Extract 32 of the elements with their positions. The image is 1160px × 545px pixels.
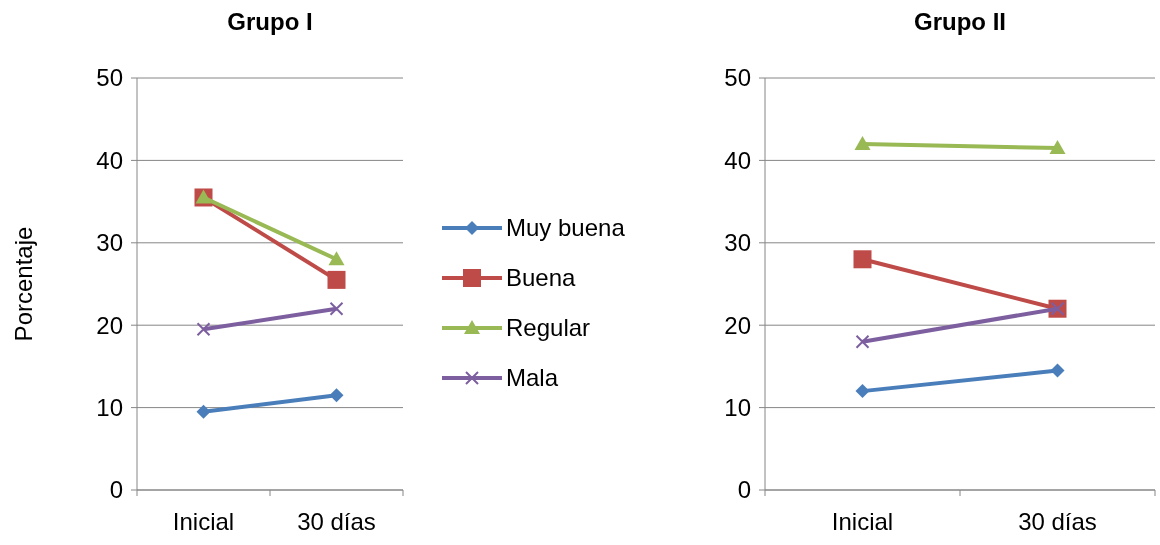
point [327, 270, 346, 289]
y-tick-label: 50 [96, 64, 123, 92]
y-tick-label: 30 [724, 229, 751, 257]
point [853, 250, 872, 269]
y-tick-label: 40 [96, 146, 123, 174]
legend-label: Regular [506, 314, 591, 342]
x-tick-label: 30 días [1018, 508, 1097, 535]
legend-label: Mala [506, 364, 559, 392]
y-tick-label: 20 [96, 311, 123, 339]
y-tick-label: 30 [96, 229, 123, 257]
legend-label: Muy buena [506, 214, 626, 242]
y-tick-label: 10 [96, 394, 123, 421]
point [196, 404, 211, 419]
y-axis-title: Porcentaje [10, 226, 37, 342]
y-tick-label: 50 [724, 64, 751, 92]
chart-title: Grupo II [914, 8, 1006, 35]
legend-label: Buena [506, 264, 577, 292]
y-tick-label: 40 [724, 146, 751, 174]
chart-title: Grupo I [227, 8, 313, 35]
x-tick-label: Inicial [172, 508, 235, 535]
x-tick-label: 30 días [297, 508, 376, 535]
y-tick-label: 0 [109, 476, 123, 504]
y-tick-label: 20 [724, 311, 751, 339]
point [329, 388, 344, 403]
x-tick-label: Inicial [831, 508, 894, 535]
point [196, 322, 211, 337]
point [855, 384, 870, 399]
point [1050, 363, 1065, 378]
y-tick-label: 10 [724, 394, 751, 421]
point [329, 301, 344, 316]
point [855, 334, 870, 349]
y-tick-label: 0 [737, 476, 751, 504]
